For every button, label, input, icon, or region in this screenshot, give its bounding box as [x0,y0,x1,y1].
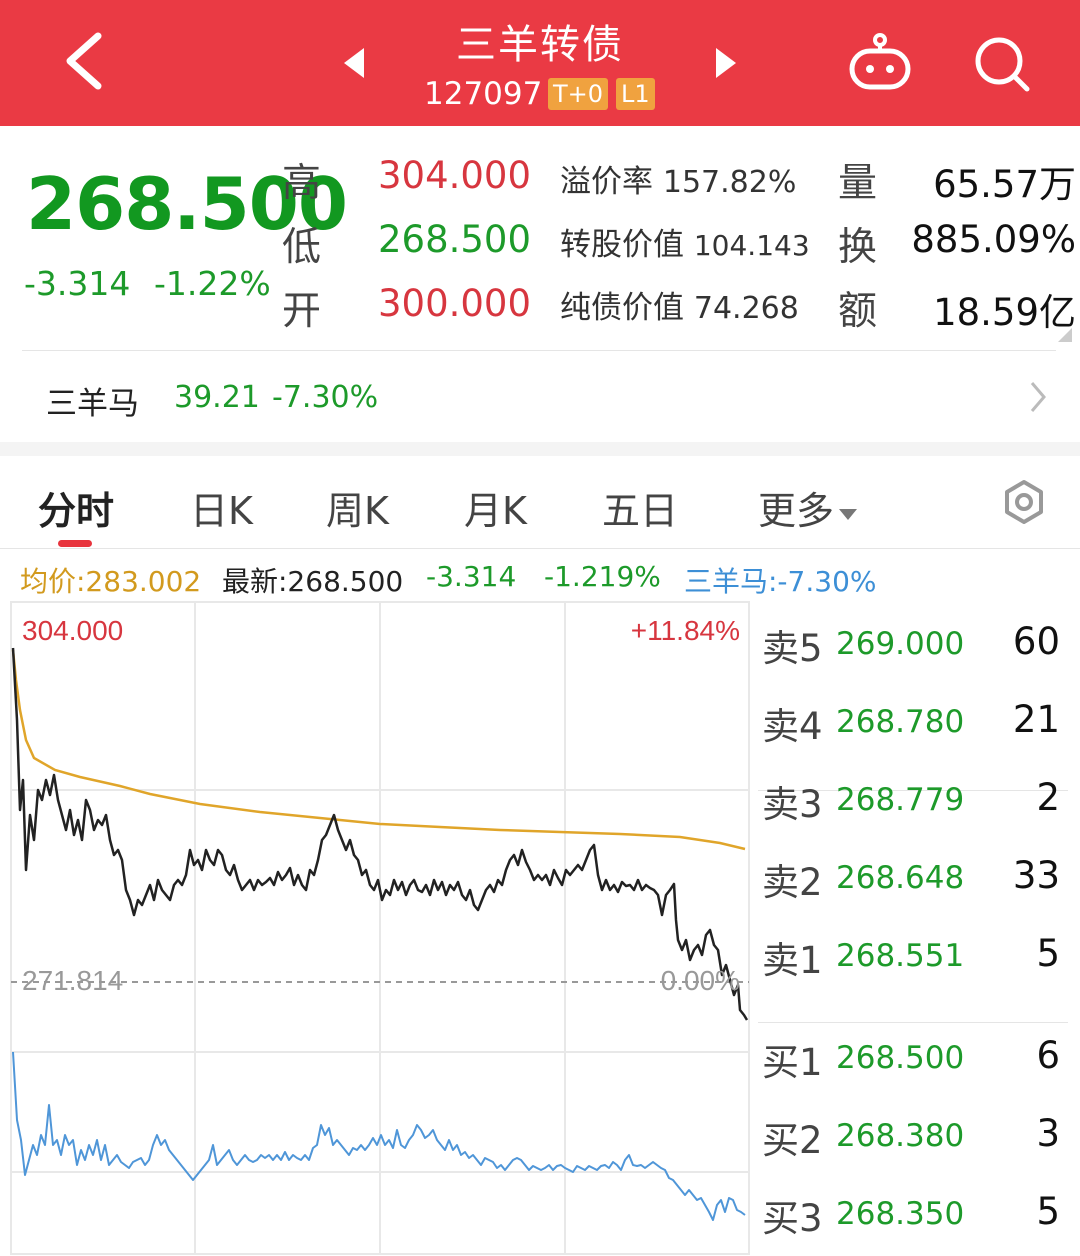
ask-row[interactable]: 卖3 268.779 2 [752,774,1080,834]
order-quantity: 3 [1036,1112,1060,1155]
ask-row[interactable]: 卖2 268.648 33 [752,852,1080,912]
latest-change: -3.314 [426,560,517,593]
next-bond-icon[interactable] [714,46,738,80]
order-level-label: 卖2 [762,861,823,904]
order-level-label: 买3 [762,1197,823,1240]
open-value: 300.000 [378,282,532,325]
average-price-line [11,649,746,851]
volume-label: 量 [838,161,878,206]
high-label: 高 [282,161,322,206]
turnover-label: 换 [838,225,878,270]
tab-monthly-k[interactable]: 月K [464,489,527,533]
order-quantity: 5 [1036,1190,1060,1233]
underlying-stock-row[interactable]: 三羊马 39.21 -7.30% [0,352,1080,440]
last-price: 268.500 [26,162,348,246]
active-tab-indicator [58,540,92,547]
stock-comparison-line [12,1051,746,1221]
bid-row[interactable]: 买3 268.350 5 [752,1188,1080,1248]
conversion-value: 转股价值 104.143 [560,227,810,263]
order-book: 卖5 269.000 60 卖4 268.780 21 卖3 268.779 2 卖2 268.64… [752,600,1080,1256]
underlying-name: 三羊马 [46,386,139,422]
baseline-pct-label: 0.00% [661,965,740,996]
order-price: 268.380 [836,1118,965,1154]
pure-bond-value: 纯债价值 74.268 [560,290,799,326]
order-level-label: 卖1 [762,939,823,982]
high-value: 304.000 [378,154,532,197]
intraday-chart[interactable]: 304.000 +11.84% 271.814 0.00% [0,600,752,1256]
low-label: 低 [282,225,322,270]
average-price: 均价:283.002 [20,565,202,598]
turnover-value: 885.09% [911,218,1076,261]
open-label: 开 [282,289,322,334]
low-value: 268.500 [378,218,532,261]
price-change: -3.314 [24,264,131,303]
order-level-label: 买2 [762,1119,823,1162]
t0-badge: T+0 [548,78,609,110]
bid-row[interactable]: 买2 268.380 3 [752,1110,1080,1170]
bond-code: 127097 [424,76,543,112]
order-quantity: 33 [1012,854,1060,897]
order-price: 268.780 [836,704,965,740]
order-quantity: 2 [1036,776,1060,819]
bid-ask-divider [758,1022,1068,1023]
premium-rate: 溢价率 157.82% [560,164,797,200]
page-title: 三羊转债 [456,22,624,68]
bid-row[interactable]: 买1 268.500 6 [752,1032,1080,1092]
y-axis-high-pct: +11.84% [631,615,740,646]
order-quantity: 21 [1012,698,1060,741]
baseline-price-label: 271.814 [22,965,123,996]
expand-corner-icon[interactable] [1058,328,1072,342]
ask-row[interactable]: 卖1 268.551 5 [752,930,1080,990]
order-price: 268.551 [836,938,965,974]
latest-change-pct: -1.219% [544,560,661,593]
section-gap [0,442,1080,456]
order-price: 268.500 [836,1040,965,1076]
back-arrow-icon[interactable] [58,30,118,92]
amount-label: 额 [838,289,878,334]
order-level-label: 卖3 [762,783,823,826]
order-price: 268.779 [836,782,965,818]
top-bar: 三羊转债 127097 T+0 L1 [0,0,1080,126]
chevron-right-icon [1030,382,1046,412]
ask-divider [758,790,1068,791]
order-price: 268.350 [836,1196,965,1232]
order-level-label: 卖4 [762,705,823,748]
order-price: 268.648 [836,860,965,896]
underlying-change-pct: -7.30% [272,380,379,415]
caret-down-icon [839,508,858,520]
underlying-price: 39.21 [174,380,260,415]
order-quantity: 60 [1012,620,1060,663]
amount-value: 18.59亿 [933,291,1076,334]
search-icon[interactable] [972,34,1032,94]
tab-more[interactable]: 更多 [758,480,858,535]
settings-hexagon-icon[interactable] [1000,478,1048,526]
chart-grid [10,601,750,1255]
latest-price: 最新:268.500 [222,565,404,598]
robot-assistant-icon[interactable] [846,32,914,92]
stock-change-legend: 三羊马:-7.30% [684,565,877,598]
y-axis-high-label: 304.000 [22,615,123,646]
order-price: 269.000 [836,626,965,662]
volume-value: 65.57万 [933,163,1076,206]
tab-daily-k[interactable]: 日K [190,489,253,533]
price-change-pct: -1.22% [154,264,271,303]
ask-row[interactable]: 卖4 268.780 21 [752,696,1080,756]
order-level-label: 卖5 [762,627,823,670]
tab-five-day[interactable]: 五日 [602,489,679,533]
previous-bond-icon[interactable] [342,46,366,80]
l1-badge: L1 [616,78,655,110]
tab-intraday[interactable]: 分时 [38,489,115,533]
ask-row[interactable]: 卖5 269.000 60 [752,618,1080,678]
order-quantity: 5 [1036,932,1060,975]
order-quantity: 6 [1036,1034,1060,1077]
tabs-divider [0,548,1080,549]
order-level-label: 买1 [762,1041,823,1084]
tab-weekly-k[interactable]: 周K [326,489,389,533]
divider [22,350,1056,351]
price-line [11,647,749,1021]
